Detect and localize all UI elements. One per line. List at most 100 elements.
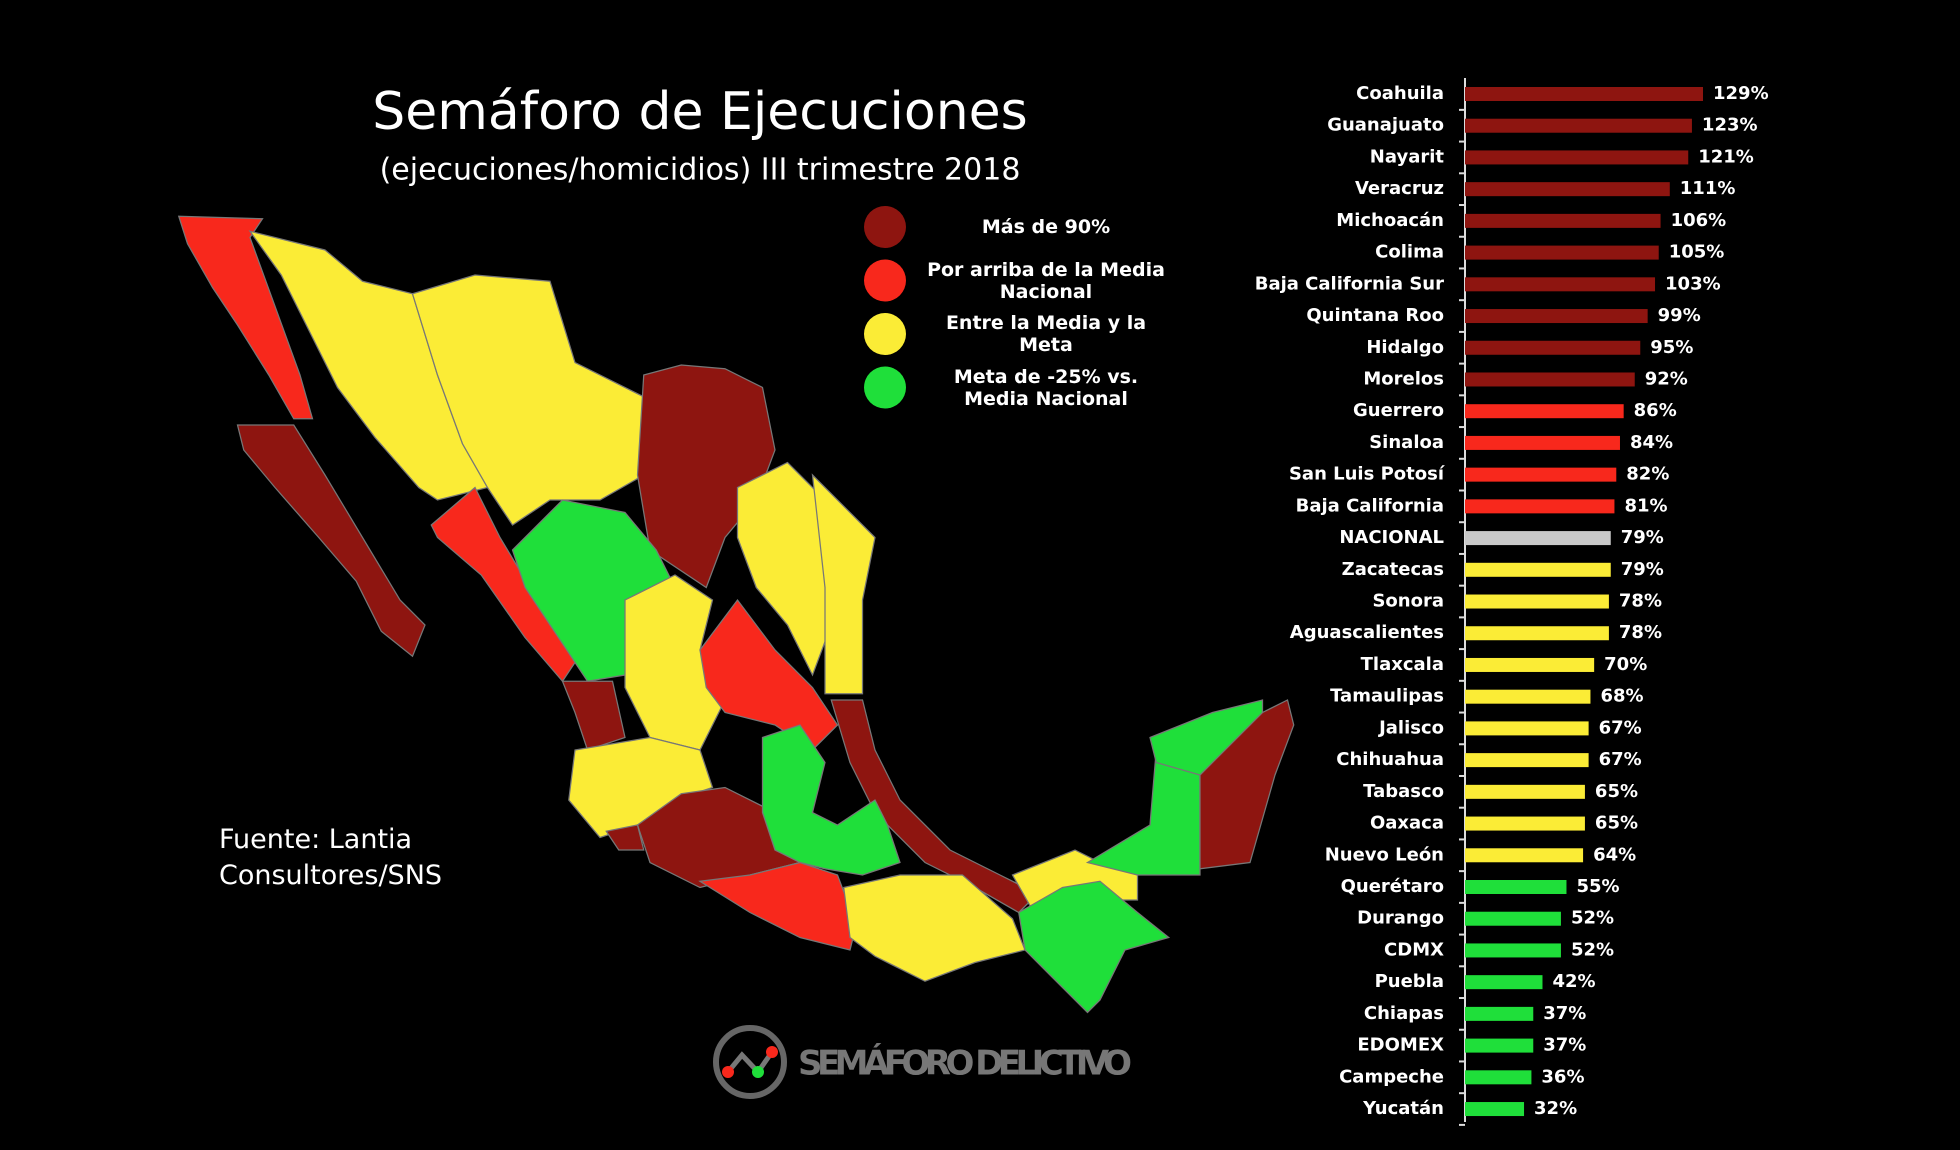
- y-tick-label: Guerrero: [1353, 400, 1444, 421]
- bar: [1465, 626, 1609, 641]
- value-label: 36%: [1541, 1066, 1584, 1087]
- y-tick-label: Campeche: [1339, 1066, 1444, 1087]
- value-label: 52%: [1571, 908, 1614, 929]
- y-tick-label: Querétaro: [1341, 876, 1444, 897]
- bar: [1465, 277, 1656, 292]
- y-tick-label: Nuevo León: [1325, 844, 1444, 865]
- chart-subtitle: (ejecuciones/homicidios) III trimestre 2…: [380, 153, 1021, 188]
- bar: [1465, 245, 1659, 260]
- value-label: 70%: [1604, 654, 1647, 675]
- value-label: 37%: [1543, 1003, 1586, 1024]
- bar: [1465, 816, 1585, 831]
- y-tick-label: Coahuila: [1356, 83, 1444, 104]
- y-tick-label: Tabasco: [1363, 781, 1444, 802]
- y-tick-label: Veracruz: [1355, 178, 1444, 199]
- value-label: 103%: [1665, 273, 1721, 294]
- value-label: 79%: [1621, 527, 1664, 548]
- value-label: 37%: [1543, 1035, 1586, 1056]
- y-tick-label: Yucatán: [1362, 1098, 1444, 1119]
- value-label: 79%: [1621, 559, 1664, 580]
- bar: [1465, 1070, 1532, 1085]
- y-tick-label: Chiapas: [1364, 1003, 1444, 1024]
- value-label: 42%: [1552, 971, 1595, 992]
- y-tick-label: Baja California Sur: [1255, 273, 1444, 294]
- bar: [1465, 689, 1591, 704]
- legend-swatch: [864, 313, 906, 355]
- value-label: 67%: [1599, 749, 1642, 770]
- bar: [1465, 753, 1589, 768]
- bar: [1465, 1038, 1534, 1053]
- bar: [1465, 404, 1624, 419]
- y-tick-label: Aguascalientes: [1290, 622, 1444, 643]
- bar: [1465, 87, 1703, 101]
- y-tick-label: Tlaxcala: [1361, 654, 1444, 675]
- y-tick-label: NACIONAL: [1339, 527, 1444, 548]
- source: Fuente: Lantia Consultores/SNS: [219, 824, 443, 891]
- y-tick-label: Puebla: [1375, 971, 1444, 992]
- bar: [1465, 372, 1635, 387]
- bar: [1465, 435, 1620, 450]
- value-label: 81%: [1624, 495, 1667, 516]
- value-label: 65%: [1595, 813, 1638, 834]
- value-label: 55%: [1576, 876, 1619, 897]
- y-tick-label: San Luis Potosí: [1289, 464, 1445, 485]
- value-label: 95%: [1650, 337, 1693, 358]
- y-tick-label: Baja California: [1296, 495, 1444, 516]
- value-label: 86%: [1634, 400, 1677, 421]
- value-label: 68%: [1600, 686, 1643, 707]
- value-label: 121%: [1698, 146, 1754, 167]
- bar: [1465, 784, 1585, 799]
- logo: SEMÁFORO DELICTIVO: [713, 1025, 1132, 1099]
- y-tick-label: Quintana Roo: [1306, 305, 1444, 326]
- y-tick-label: Morelos: [1363, 368, 1444, 389]
- bar: [1465, 848, 1584, 863]
- y-tick-label: Nayarit: [1370, 146, 1445, 167]
- value-label: 65%: [1595, 781, 1638, 802]
- y-tick-label: Oaxaca: [1370, 813, 1444, 834]
- value-label: 82%: [1626, 464, 1669, 485]
- value-label: 64%: [1593, 844, 1636, 865]
- y-tick-label: CDMX: [1384, 939, 1444, 960]
- y-tick-label: Jalisco: [1377, 717, 1444, 738]
- logo-text: SEMÁFORO DELICTIVO: [798, 1043, 1132, 1084]
- bar: [1465, 531, 1611, 546]
- value-label: 123%: [1702, 115, 1758, 136]
- map: [177, 215, 1295, 1014]
- bar: [1465, 340, 1641, 355]
- bar: [1465, 975, 1543, 990]
- legend-swatch: [864, 366, 906, 409]
- legend-swatch: [864, 259, 906, 302]
- bar: [1465, 880, 1567, 894]
- value-label: 32%: [1534, 1098, 1577, 1119]
- bar: [1465, 309, 1648, 324]
- y-tick-label: Sonora: [1372, 591, 1444, 612]
- y-tick-label: Tamaulipas: [1330, 686, 1444, 707]
- bar: [1465, 911, 1561, 926]
- y-tick-label: Hidalgo: [1366, 337, 1444, 358]
- y-tick-label: Colima: [1375, 242, 1444, 263]
- value-label: 129%: [1713, 83, 1769, 104]
- legend-label: Por arriba de la Media Nacional: [927, 258, 1165, 303]
- bar: [1465, 594, 1609, 609]
- bar: [1465, 1006, 1534, 1021]
- bar: [1465, 213, 1661, 228]
- bar: [1465, 1102, 1525, 1117]
- legend-label: Entre la Media y la Meta: [945, 312, 1147, 356]
- bar: [1465, 499, 1615, 514]
- bar: [1465, 943, 1561, 958]
- value-label: 78%: [1619, 622, 1662, 643]
- y-tick-label: Zacatecas: [1342, 559, 1444, 580]
- chart-title: Semáforo de Ejecuciones: [372, 82, 1027, 142]
- legend-label: Meta de -25% vs. Media Nacional: [953, 365, 1139, 410]
- bar: [1465, 467, 1617, 482]
- bar: [1465, 118, 1692, 133]
- value-label: 84%: [1630, 432, 1673, 453]
- value-label: 111%: [1680, 178, 1736, 199]
- y-tick-label: Guanajuato: [1327, 115, 1444, 136]
- value-label: 92%: [1645, 368, 1688, 389]
- y-tick-label: Sinaloa: [1369, 432, 1444, 453]
- value-label: 106%: [1671, 210, 1727, 231]
- bar: [1465, 150, 1689, 165]
- value-label: 78%: [1619, 591, 1662, 612]
